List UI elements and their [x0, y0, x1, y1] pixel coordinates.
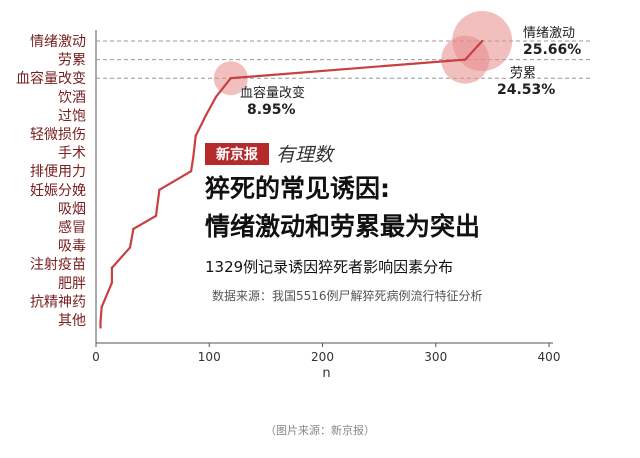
data-point: [128, 246, 132, 249]
category-label: 感冒: [58, 219, 86, 236]
data-point: [463, 58, 467, 61]
data-point: [100, 305, 103, 309]
data-point: [214, 95, 218, 99]
image-credit: （图片来源：新京报）: [265, 423, 375, 437]
x-tick-label: 300: [424, 350, 447, 364]
annotation-percent: 24.53%: [497, 82, 555, 98]
data-point: [99, 326, 102, 329]
annotation-percent: 25.66%: [523, 42, 581, 58]
data-point: [132, 227, 135, 231]
category-label: 吸烟: [58, 201, 86, 217]
data-point: [154, 214, 158, 218]
data-point: [229, 77, 232, 80]
data-point: [204, 114, 208, 117]
source-note: 数据来源：我国5516例尸解猝死病例流行特征分析: [212, 288, 483, 303]
data-point: [99, 320, 102, 324]
category-label: 吸毒: [58, 239, 86, 255]
subtitle: 1329例记录诱因猝死者影响因素分布: [205, 258, 453, 276]
category-label: 肥胖: [58, 276, 86, 292]
data-point: [194, 134, 197, 138]
brand-box-text: 新京报: [216, 146, 258, 163]
data-point: [189, 170, 193, 173]
data-point: [158, 188, 161, 191]
data-point: [110, 281, 114, 284]
x-axis-label: n: [322, 366, 330, 381]
category-label: 妊娠分娩: [30, 183, 86, 199]
data-point: [480, 39, 484, 43]
category-label: 劳累: [58, 53, 86, 69]
category-label: 其他: [58, 313, 86, 329]
data-point: [192, 155, 195, 158]
x-tick-label: 100: [198, 350, 221, 364]
category-label: 情绪激动: [30, 33, 86, 50]
category-label: 手术: [58, 146, 86, 162]
headline-line-2: 情绪激动和劳累最为突出: [205, 212, 480, 241]
category-label: 轻微损伤: [30, 127, 86, 143]
x-tick-label: 200: [311, 350, 334, 364]
category-label: 排便用力: [30, 164, 86, 180]
x-tick-label: 0: [92, 350, 100, 364]
brand-box: [205, 143, 269, 165]
x-tick-label: 400: [538, 350, 561, 364]
category-label: 饮酒: [58, 90, 86, 106]
category-label: 注射疫苗: [30, 257, 86, 273]
headline-line-1: 猝死的常见诱因:: [205, 174, 390, 203]
brand-script-text: 有理数: [276, 144, 336, 166]
annotation-name: 血容量改变: [240, 85, 305, 101]
annotation-name: 劳累: [510, 65, 536, 81]
category-label: 血容量改变: [16, 70, 86, 87]
annotation-name: 情绪激动: [523, 26, 575, 41]
data-point: [110, 266, 114, 270]
category-label: 抗精神药: [30, 294, 86, 310]
annotation-percent: 8.95%: [247, 102, 296, 118]
category-label: 过饱: [58, 108, 86, 124]
